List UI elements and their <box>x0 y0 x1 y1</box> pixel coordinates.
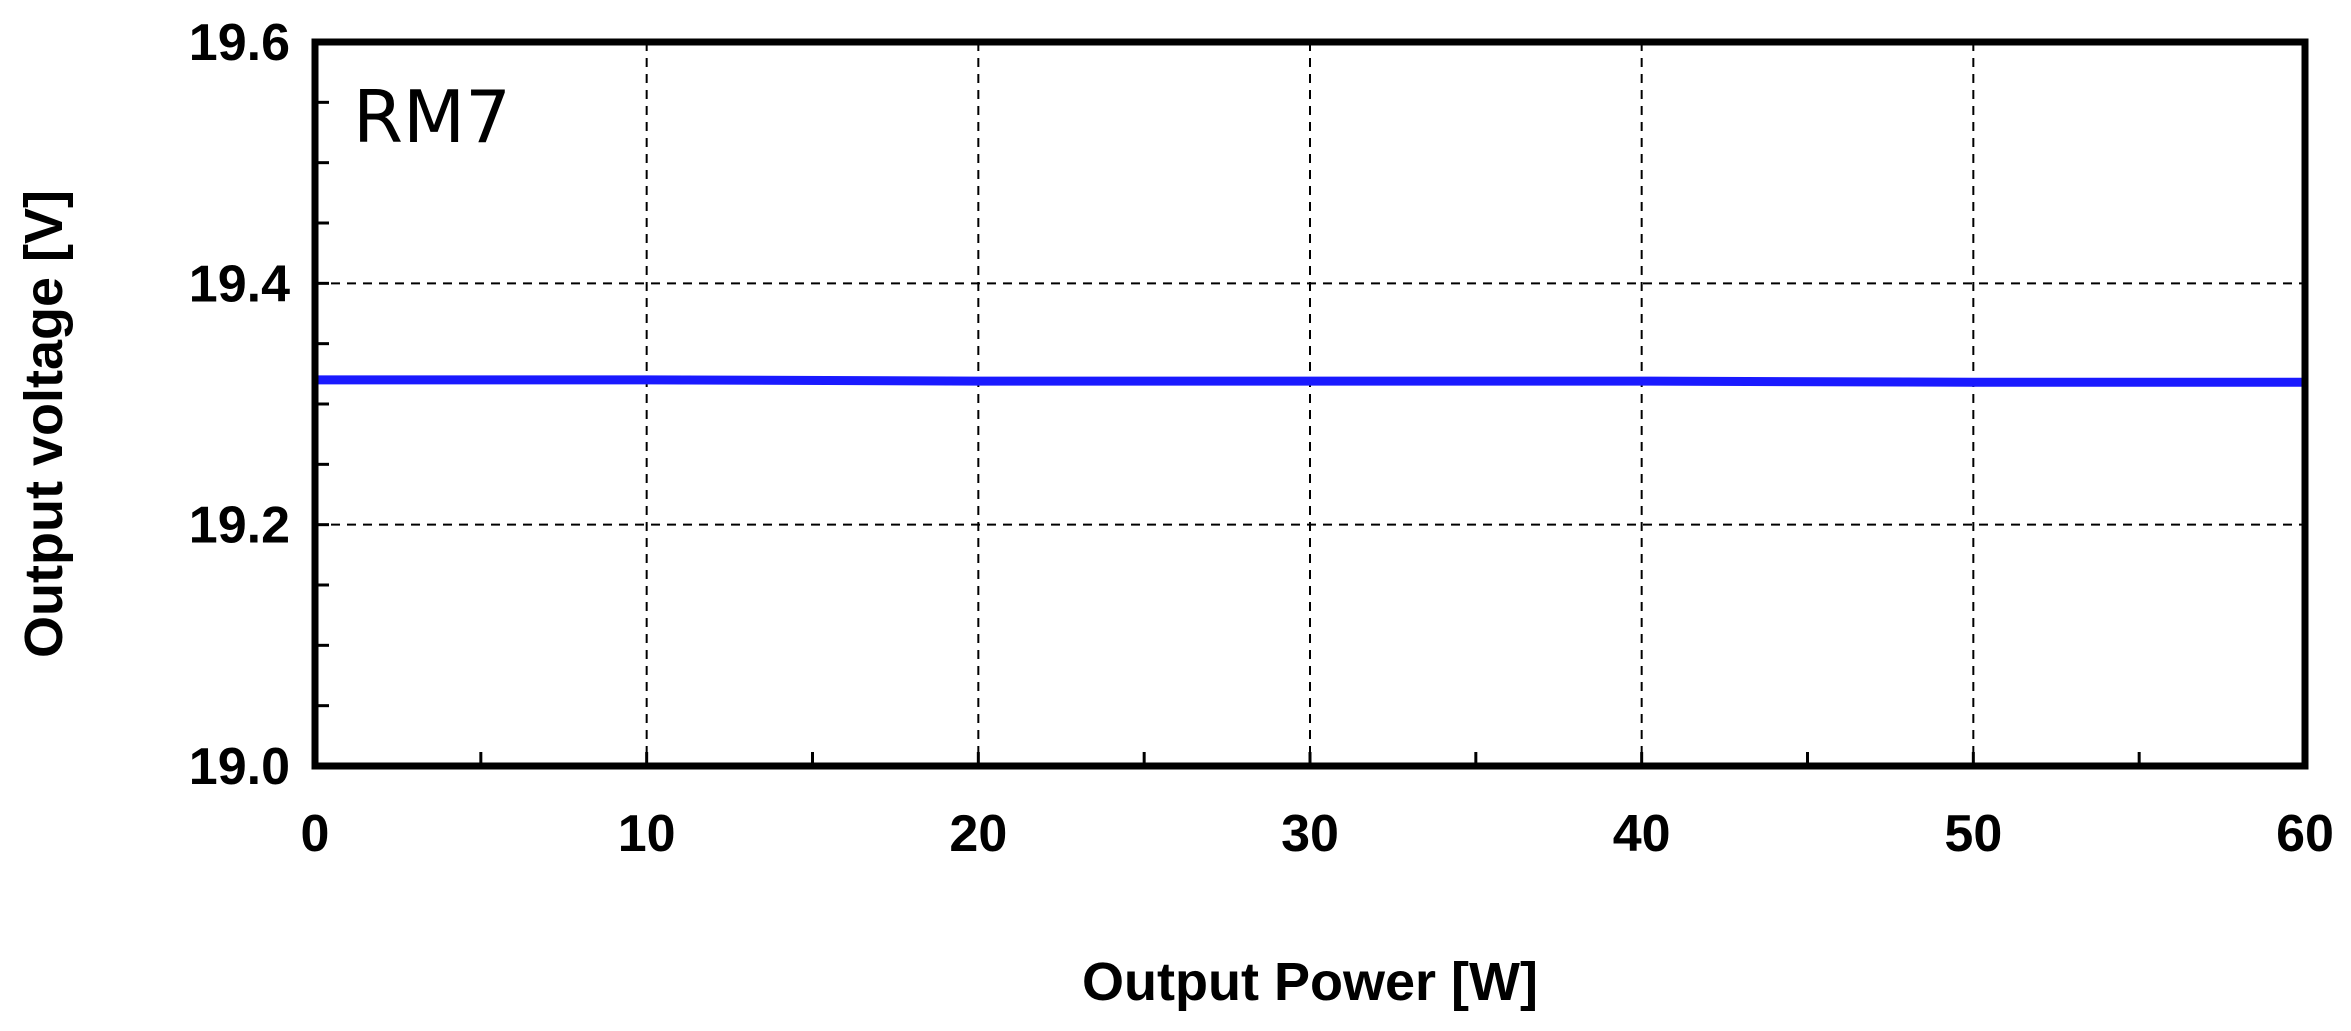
x-tick-label-30: 30 <box>1281 805 1339 863</box>
y-tick-label-19.4: 19.4 <box>189 255 290 313</box>
minor-ticks <box>315 100 2141 766</box>
chart-annotation: RM7 <box>353 75 511 159</box>
x-tick-labels: 0 10 20 30 40 50 60 <box>301 805 2334 863</box>
x-tick-label-60: 60 <box>2276 805 2334 863</box>
y-tick-label-19.6: 19.6 <box>189 14 290 72</box>
series-layer <box>315 375 2305 387</box>
plot-frame <box>311 38 2309 770</box>
y-tick-label-19.0: 19.0 <box>189 738 290 796</box>
x-tick-label-0: 0 <box>301 805 330 863</box>
x-tick-label-40: 40 <box>1613 805 1671 863</box>
y-tick-label-19.2: 19.2 <box>189 497 290 555</box>
x-tick-label-20: 20 <box>949 805 1007 863</box>
x-axis-title: Output Power [W] <box>1082 952 1538 1012</box>
grid-lines <box>315 42 2305 766</box>
y-axis-title: Output voltage [V] <box>14 190 74 658</box>
x-tick-label-50: 50 <box>1944 805 2002 863</box>
series-line-0 <box>315 375 2305 387</box>
x-tick-label-10: 10 <box>618 805 676 863</box>
y-tick-labels: 19.0 19.2 19.4 19.6 <box>189 14 290 796</box>
